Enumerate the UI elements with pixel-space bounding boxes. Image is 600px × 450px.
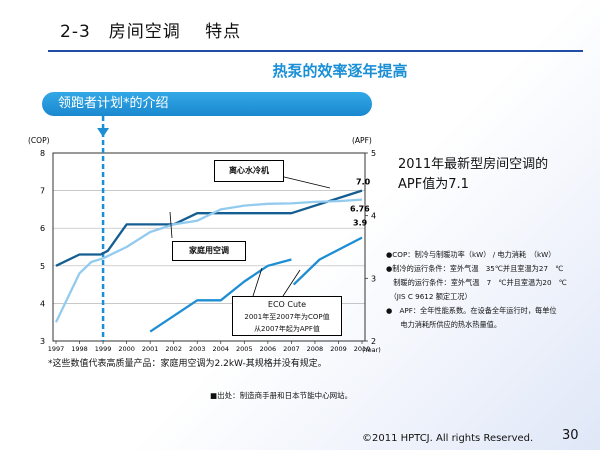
left-tick-label: 4 <box>40 299 45 308</box>
series-line-3 <box>292 236 363 286</box>
x-tick-label: 2004 <box>212 345 229 353</box>
data-label: 3.9 <box>353 219 368 228</box>
chart-series <box>54 189 363 333</box>
left-tick-label: 8 <box>40 149 45 158</box>
centrifugal-pointer <box>279 175 331 189</box>
slide-subtitle: 热泵的效率逐年提高 <box>272 62 408 80</box>
legend-line: 电力消耗所供应的热水热量值。 <box>386 320 502 329</box>
x-tick-label: 2009 <box>330 345 347 353</box>
left-tick-label: 3 <box>40 337 45 346</box>
right-tick-label: 3 <box>371 274 376 283</box>
series-line-1 <box>55 189 363 267</box>
eco-cute-callout: ECO Cute 2001年至2007年为COP值 从2007年起为APF值 <box>232 296 342 336</box>
right-axis-label: (APF) <box>352 136 372 145</box>
legend-line: 制暖的运行条件：室外气温 7 ℃并且室温为20 ℃ <box>386 278 567 287</box>
x-axis-unit: (Year) <box>362 346 381 354</box>
right-tick-label: 4 <box>371 212 376 221</box>
x-tick-label: 1997 <box>48 345 65 353</box>
x-tick-label: 2007 <box>283 345 300 353</box>
data-label: 6.76 <box>350 205 370 214</box>
eco-pointer-1 <box>252 267 263 297</box>
left-axis-ticks: 3 4 5 6 7 8 <box>40 149 45 346</box>
page-number: 30 <box>562 428 579 443</box>
x-tick-label: 1999 <box>95 345 112 353</box>
x-tick-label: 2002 <box>165 345 182 353</box>
x-tick-label: 2000 <box>118 345 135 353</box>
marker-arrowhead <box>97 128 110 137</box>
legend-line: ● APF：全年性能系数。在设备全年运行时，每单位 <box>386 306 557 315</box>
left-tick-label: 5 <box>40 262 45 271</box>
legend-line: （JIS C 9612 额定工况） <box>386 292 472 301</box>
eco-cute-line2: 从2007年起为APF值 <box>254 325 320 333</box>
series-line-3 <box>149 258 292 333</box>
left-axis-label: (COP) <box>28 136 50 145</box>
x-tick-label: 2006 <box>260 345 277 353</box>
x-tick-label: 2010 <box>354 345 371 353</box>
left-tick-label: 7 <box>40 187 45 196</box>
right-tick-label: 2 <box>371 337 376 346</box>
eco-cute-title: ECO Cute <box>267 300 307 309</box>
year-1999-marker <box>97 116 110 341</box>
definitions-legend: ●COP：制冷与制暖功率（kW） / 电力消耗 （kW） ●制冷的运行条件：室外… <box>386 248 592 332</box>
title-divider <box>48 50 583 52</box>
chart-data-labels: 7.0 6.76 3.9 <box>350 178 371 228</box>
x-tick-label: 2005 <box>236 345 253 353</box>
x-axis-ticks: 1997 1998 1999 2000 2001 2002 2003 2004 2005 2006… <box>48 341 371 353</box>
x-tick-label: 1998 <box>71 345 88 353</box>
data-label: 7.0 <box>356 178 371 187</box>
household-ac-label: 家庭用空调 <box>172 241 246 261</box>
right-tick-label: 5 <box>371 149 376 158</box>
copyright: ©2011 HPTCJ. All rights Reserved. <box>362 433 534 444</box>
left-tick-label: 6 <box>40 224 45 233</box>
frontrunner-banner: 领跑者计划*的介绍 <box>42 92 372 116</box>
legend-line: ●制冷的运行条件：室外气温 35℃并且室温为27 ℃ <box>386 264 564 273</box>
centrifugal-chiller-label: 离心水冷机 <box>214 160 284 182</box>
footnote: *这些数值代表高质量产品：家庭用空调为2.2kW-其规格并没有规定。 <box>48 359 327 369</box>
x-tick-label: 2001 <box>142 345 159 353</box>
legend-line: ●COP：制冷与制暖功率（kW） / 电力消耗 （kW） <box>386 250 556 259</box>
series-line-2 <box>54 198 363 323</box>
page-title: 2-3 房间空调 特点 <box>60 22 242 42</box>
apf-note-line2: APF值为7.1 <box>398 177 469 192</box>
eco-pointer-2 <box>282 269 301 297</box>
household-pointer <box>169 211 173 239</box>
plot-frame <box>52 152 366 342</box>
apf-note-line1: 2011年最新型房间空调的 <box>398 157 549 172</box>
x-tick-label: 2003 <box>189 345 206 353</box>
x-tick-label: 2008 <box>307 345 324 353</box>
right-axis-ticks: 2 3 4 5 <box>365 149 376 346</box>
eco-cute-line1: 2001年至2007年为COP值 <box>244 313 330 321</box>
source-note: ■出处：制造商手册和日本节能中心网站。 <box>210 391 353 400</box>
apf-note: 2011年最新型房间空调的 APF值为7.1 <box>398 155 548 195</box>
